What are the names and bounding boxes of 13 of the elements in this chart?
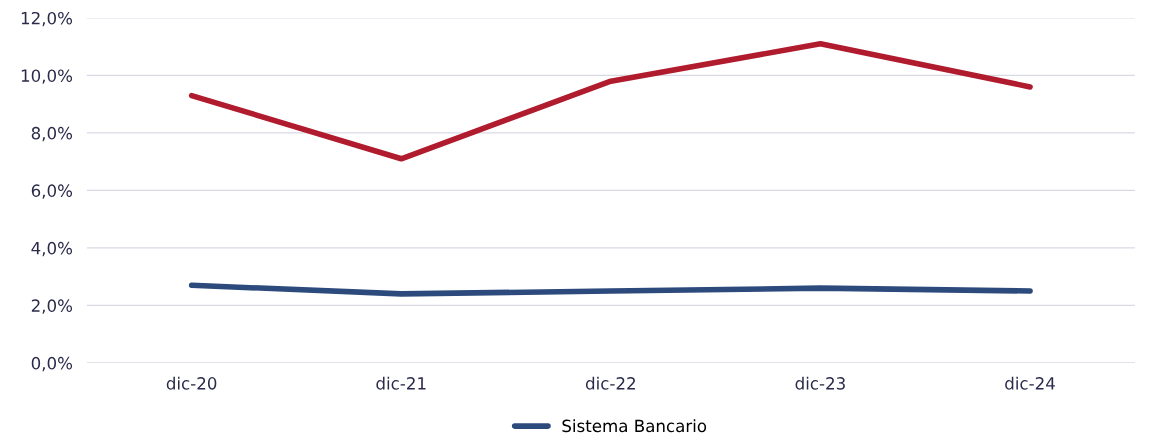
y-tick-label: 0,0% <box>31 356 73 372</box>
y-tick-label: 2,0% <box>31 299 73 314</box>
x-tick-label: dic-21 <box>376 376 426 390</box>
y-tick-label: 4,0% <box>31 241 73 257</box>
x-tick-label: dic-22 <box>585 376 635 390</box>
y-tick-label: 12,0% <box>21 11 73 27</box>
y-tick-label: 10,0% <box>21 69 73 84</box>
x-tick-label: dic-24 <box>1005 376 1055 390</box>
y-tick-label: 8,0% <box>31 126 73 142</box>
x-tick-label: dic-20 <box>166 376 217 390</box>
x-tick-label: dic-23 <box>795 376 845 390</box>
legend-label: Sistema Bancario <box>562 419 707 433</box>
y-tick-label: 6,0% <box>31 184 73 199</box>
